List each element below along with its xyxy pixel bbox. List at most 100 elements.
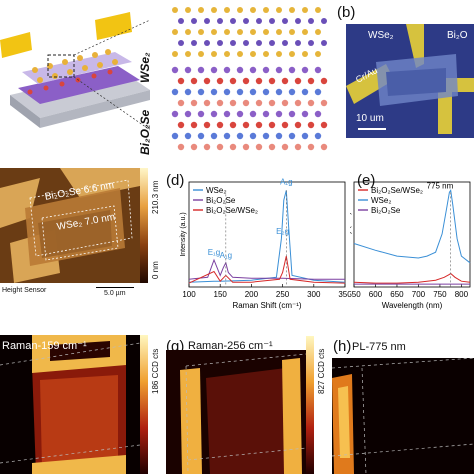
bi2o2se-atom [184,66,192,74]
afm-colorbar-top-label: 210.3 nm [151,180,160,214]
wse2-atom [211,29,217,35]
bi2o2se-atom [320,143,328,151]
peak-annotation: E₂g [276,227,289,236]
y-axis-label: Intensity (a.u.) [350,212,352,256]
crystal-structure [171,7,328,151]
bi2o2se-atom [294,121,302,129]
wse2-atom [256,18,262,24]
bi2o2se-atom [190,121,198,129]
bi2o2se-atom [216,121,224,129]
bi2o2se-atom [301,88,309,96]
bi2o2se-atom [229,99,237,107]
bi2o2se-atom [301,66,309,74]
bi2o2se-atom [210,132,218,140]
wse2-atom [295,40,301,46]
legend-entry: Bi₂O₂Se/WSe₂ [371,186,423,195]
wse2-atom [250,29,256,35]
wse2-atom [230,40,236,46]
bi2o2se-atom [229,77,237,85]
bi2o2se-atom [262,66,270,74]
wse2-atom [224,7,230,13]
pl-775-title: PL-775 nm [352,341,406,353]
wse2-atom [237,51,243,57]
panel-label-b: (b) [337,4,356,21]
bi2o2se-atom [262,110,270,118]
x-axis-label: Raman Shift (cm⁻¹) [232,301,301,310]
bi2o2se-atom [242,99,250,107]
bi2o2se-atom [236,132,244,140]
wse2-atom [289,29,295,35]
wse2-atom [315,29,321,35]
bi2o2se-atom [268,143,276,151]
wse2-atom [321,40,327,46]
wse2-atom [308,40,314,46]
raman-159-colorbar [140,335,148,474]
bi2o2se-atom [268,121,276,129]
bi2o2se-atom [229,121,237,129]
wse2-atom [198,7,204,13]
afm-height-map [0,168,140,283]
bi2o2se-atom [216,99,224,107]
bi2o2se-atom [210,66,218,74]
series-line [188,255,346,284]
wse2-atom [172,7,178,13]
panel-label-h: (h) [333,338,352,355]
wse2-atom [263,7,269,13]
wse2-atom [263,51,269,57]
bi2o2se-atom [255,99,263,107]
raman-256-colorbar [306,336,314,474]
wse2-atom [295,18,301,24]
x-tick-label: 650 [390,290,404,299]
wse2-atom [243,40,249,46]
pl-map-775 [332,358,474,474]
bi2o2se-atom [249,132,257,140]
heterostructure-schematic [0,12,150,131]
pl-spectrum-chart: 550 600 650 700 750 800 Wavelength (nm) Intensi… [350,181,471,310]
wse2-atom [276,7,282,13]
bi2o2se-atom [236,66,244,74]
bi2o2se-atom [197,88,205,96]
bi2o2se-atom [203,121,211,129]
bi2o2se-atom [288,132,296,140]
wse2-atom [185,29,191,35]
bi2o2se-atom [203,77,211,85]
x-tick-label: 150 [214,290,228,299]
raman-map-256 [166,350,306,474]
wse2-atom [289,51,295,57]
bi2o2se-atom [275,66,283,74]
bi2o2se-atom [197,132,205,140]
x-tick-label: 250 [276,290,290,299]
series-line [188,258,345,280]
bi2o2se-atom [281,121,289,129]
bi2o2se-atom [216,143,224,151]
wse2-atom [269,40,275,46]
bi2o2se-atom [236,88,244,96]
peak-annotation: E₁g [208,248,220,257]
bi2o2se-atom [229,143,237,151]
bi2o2se-atom [190,143,198,151]
bi2o2se-atom [236,110,244,118]
bi2o2se-atom [314,88,322,96]
wse2-atom [237,7,243,13]
wse2-atom [204,18,210,24]
legend-entry: Bi₂O₂Se/WSe₂ [206,206,258,215]
raman-159-colorbar-label: 186 CCD cts [151,348,160,394]
wse2-atom [315,7,321,13]
wse2-atom [263,29,269,35]
bi2o2se-atom [171,132,179,140]
bi2o2se-atom [210,88,218,96]
bi2o2se-atom [301,110,309,118]
wse2-atom [282,18,288,24]
wse2-atom [224,51,230,57]
bi2o2se-atom [281,77,289,85]
wse2-atom [224,29,230,35]
wse2-atom [302,29,308,35]
optical-wse2-label: WSe₂ [368,30,394,41]
bi2o2se-atom [307,143,315,151]
bi2o2se-atom [288,110,296,118]
x-tick-label: 350 [338,290,350,299]
wse2-atom [315,51,321,57]
bi2o2se-atom [171,110,179,118]
wse2-atom [302,51,308,57]
raman-256-colorbar-label: 827 CCD cts [317,348,326,394]
